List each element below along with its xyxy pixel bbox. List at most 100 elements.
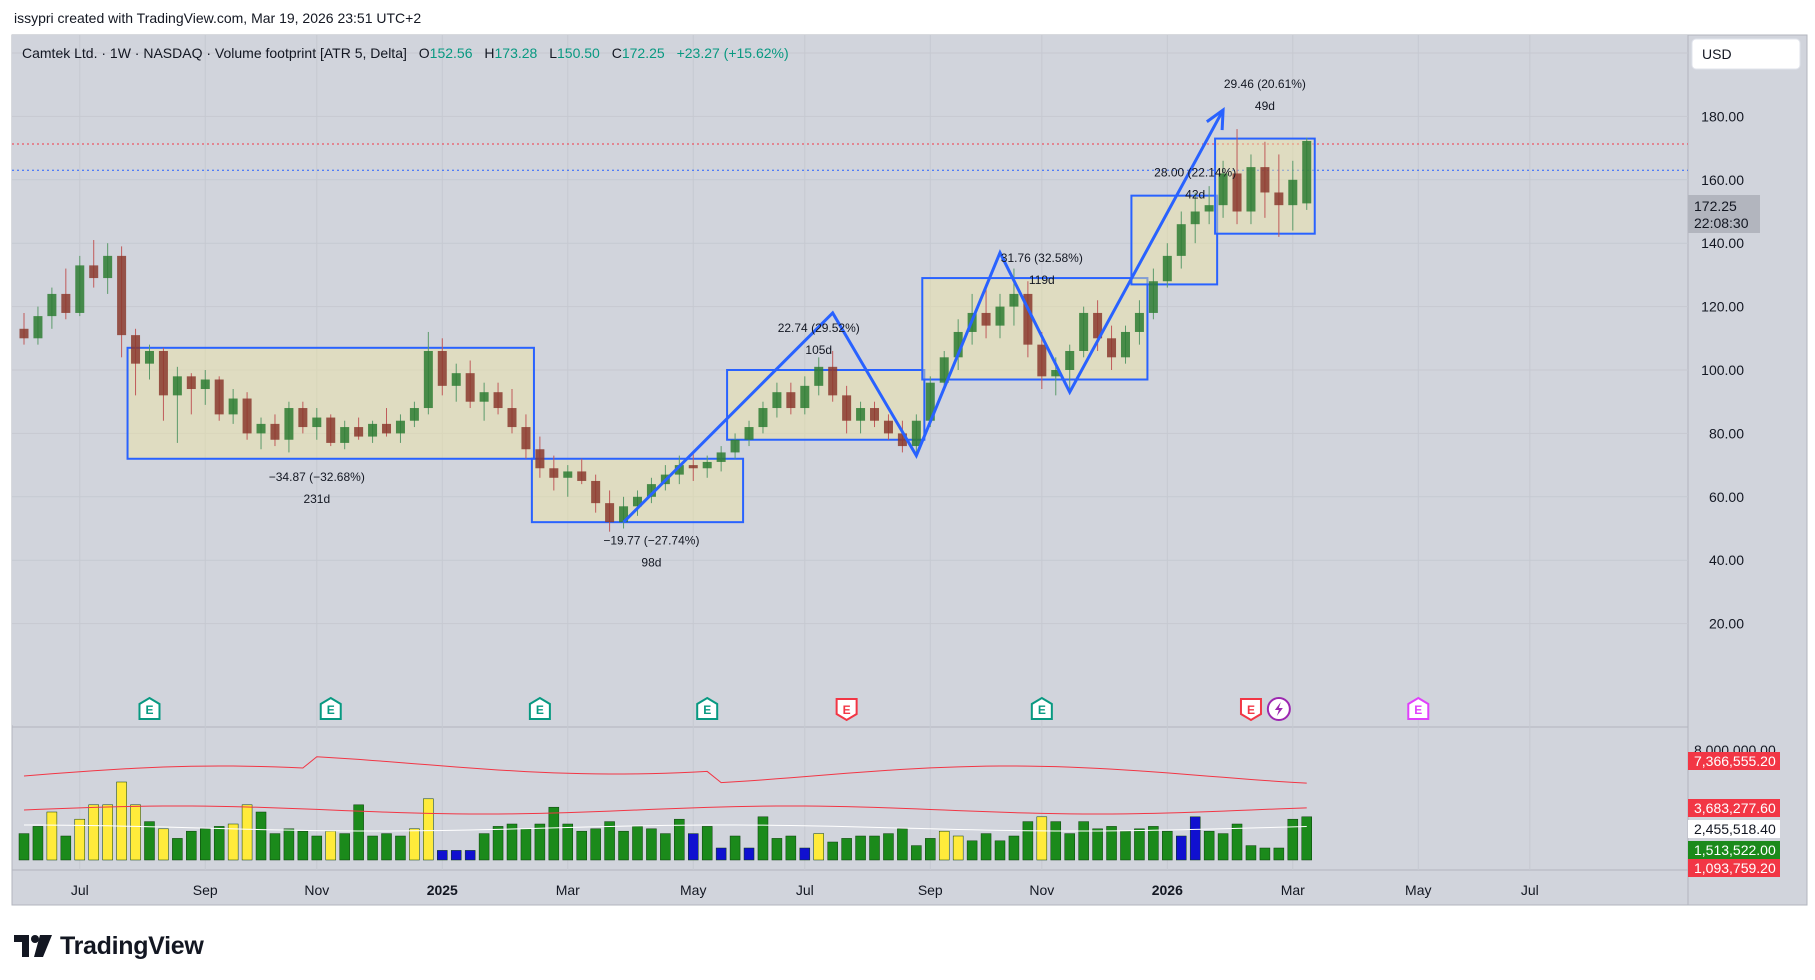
volume-bar [966,840,978,861]
candle-body [1176,224,1186,256]
measure-value: 28.00 (22.14%) [1154,166,1236,180]
time-axis[interactable]: Jul Sep Nov 2025 Mar May Jul Sep Nov 2026 Mar May Ju… [71,882,1539,898]
volume-bar [1231,823,1243,861]
volume-scale-label: 1,093,759.20 [1694,860,1776,876]
volume-bar [130,804,141,861]
candle-body [758,408,768,428]
volume-bar [534,823,546,861]
chart-canvas[interactable]: −34.87 (−32.68%) 231d −19.77 (−27.74%) 98d 2… [0,0,1815,920]
candle-body [702,461,712,469]
y-tick-label: 80.00 [1709,425,1744,441]
earnings-marker[interactable] [138,696,161,720]
candle-body [674,465,684,475]
volume-bar [688,833,699,861]
volume-bar [241,804,253,861]
candle-body [200,379,210,390]
volume-bar [464,850,476,861]
volume-scale-tag [1688,859,1780,877]
volume-bar [74,818,86,861]
candle-body [409,408,419,421]
earnings-marker[interactable] [835,698,858,722]
x-tick-label: Mar [1281,882,1305,898]
price-pane[interactable] [12,35,1688,725]
volume-bar [46,811,58,861]
earnings-letter: E [145,703,153,717]
legend-close-label: C [612,45,622,61]
volume-bar [855,835,866,861]
volume-bar [1259,847,1271,861]
earnings-marker[interactable] [528,696,551,720]
candle-body [744,427,754,440]
volume-scale-label: 1,513,522.00 [1694,842,1776,858]
candle-body [953,331,963,358]
candle-body [605,503,615,523]
y-tick-label: 140.00 [1701,235,1744,251]
candle-body [563,471,573,478]
volume-bar [1120,830,1131,861]
price-tag: 172.25 22:08:30 [1688,195,1760,233]
volume-bar [701,826,713,861]
measure-days: 119d [1029,273,1055,287]
candle-body [507,408,517,428]
volume-bar [339,833,350,861]
volume-bar [227,823,239,861]
volume-bar [1036,816,1048,861]
x-tick-label: 2025 [427,882,458,898]
earnings-marker[interactable] [1030,696,1053,720]
measure-days: 49d [1255,99,1275,113]
candle-body [1051,370,1061,377]
earnings-marker[interactable] [696,696,719,720]
volume-bar [116,781,127,861]
volume-bar [925,838,936,861]
legend-close-value: 172.25 [622,45,665,61]
candle-body [103,255,113,279]
volume-bar [576,830,587,861]
price-axis[interactable]: 200.00180.00160.00140.00120.00100.0080.0… [1688,45,1780,877]
volume-bar [897,828,908,861]
volume-scale-label: 3,683,277.60 [1694,800,1776,816]
currency-button[interactable] [1691,38,1801,70]
volume-bar [1203,830,1215,861]
earnings-marker[interactable] [319,696,342,720]
candle-body [493,392,503,409]
candle-body [144,350,154,364]
volume-bar [213,826,225,861]
volume-bar [632,826,643,861]
volume-bar [841,838,852,861]
earnings-letter: E [1038,703,1046,717]
zigzag-arrowhead [1205,107,1225,131]
volume-bars [18,756,1312,861]
volume-ma-upper [23,756,1307,784]
volume-scale-tag [1688,841,1780,859]
y-tick-label: 180.00 [1701,108,1744,124]
legend-change: +23.27 (+15.62%) [677,45,789,61]
candle-body [1190,211,1200,225]
volume-bar [980,833,992,861]
volume-scale-tag [1688,799,1780,817]
candle-body [856,408,866,421]
zigzag-line [622,109,1225,524]
volume-bar [144,821,155,861]
candle-body [33,316,43,339]
measure-days: 98d [641,555,661,569]
candle-body [1148,281,1158,313]
earnings-marker[interactable] [1407,696,1430,720]
candle-body [1107,338,1117,358]
legend-open-value: 152.56 [430,45,473,61]
candle-body [1204,205,1214,212]
candle-body [214,379,224,415]
y-tick-label: 120.00 [1701,299,1744,315]
candle-body [479,392,489,402]
y-tick-label: 100.00 [1701,362,1744,378]
tradingview-logo[interactable]: TradingView [14,928,204,964]
volume-bar [311,835,323,861]
measure-value: 29.46 (20.61%) [1224,77,1306,91]
candle-body [521,427,531,450]
candle-body [1134,312,1144,332]
candle-body [395,420,405,434]
earnings-marker[interactable] [1239,698,1262,722]
price-tag-bg [1688,195,1760,233]
candle-body [716,452,726,462]
legend-high-label: H [484,45,494,61]
